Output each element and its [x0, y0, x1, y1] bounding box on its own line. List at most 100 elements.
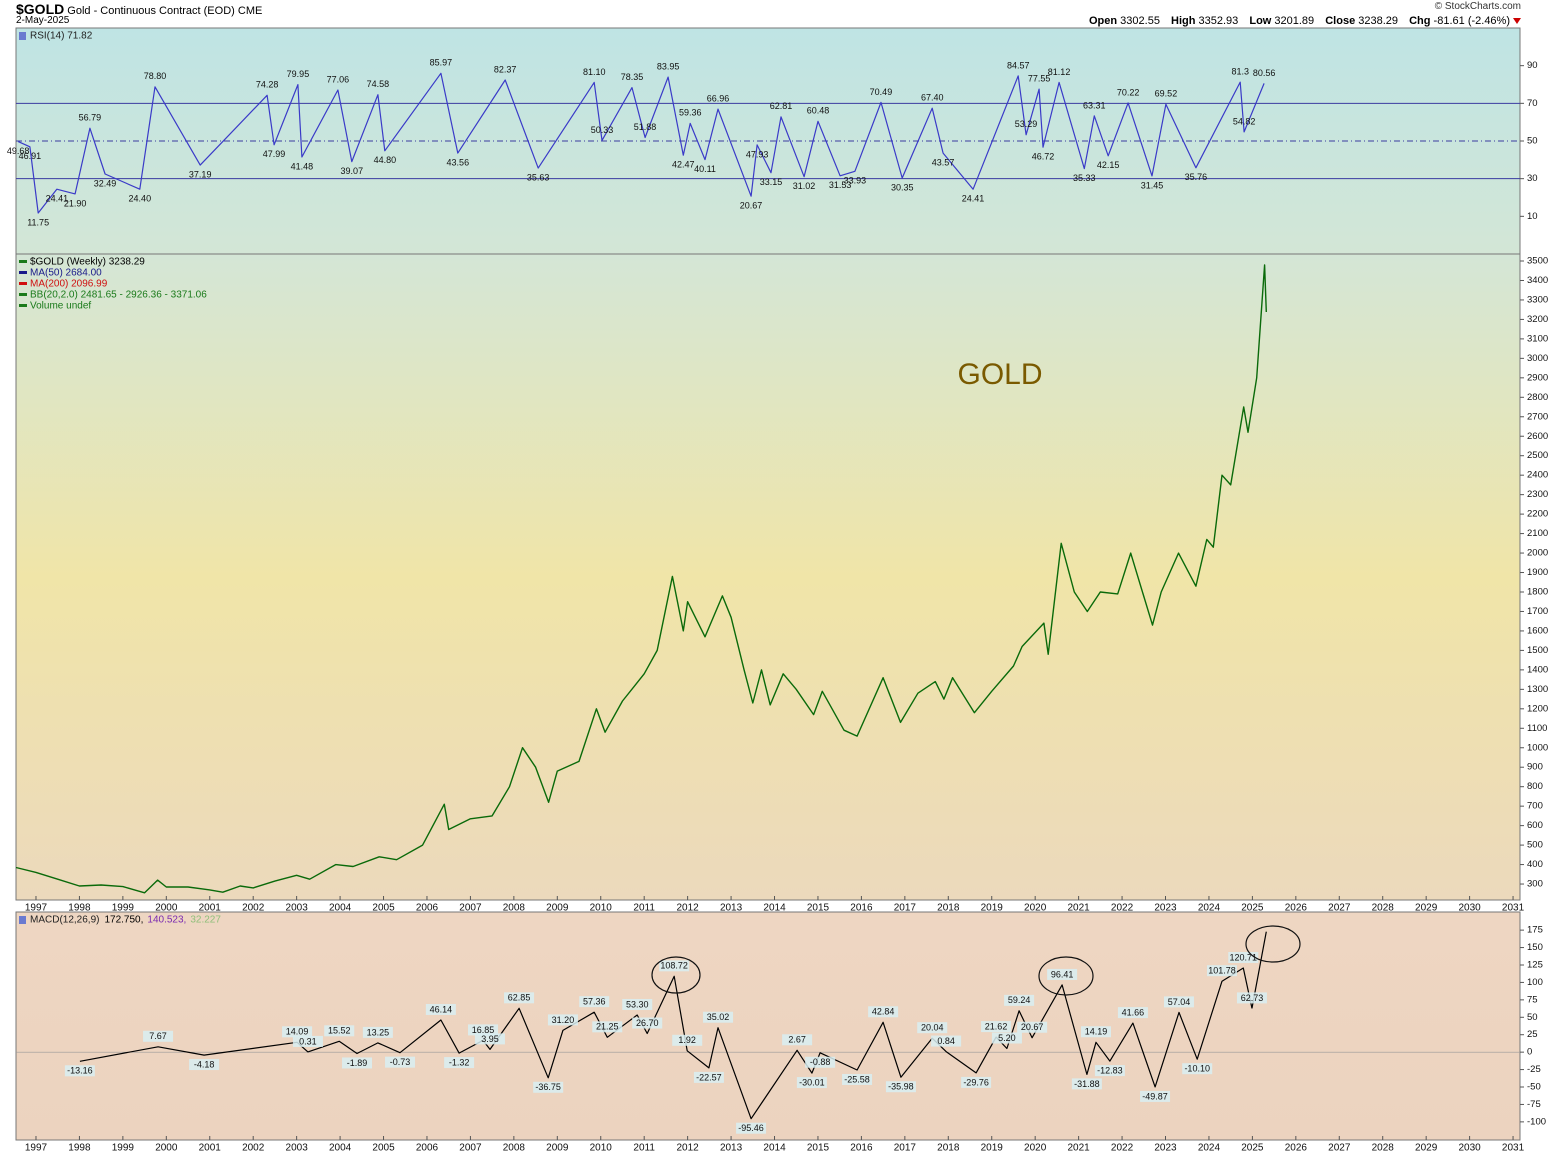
- y-tick-label: 1700: [1527, 606, 1548, 617]
- x-tick-label: 2025: [1241, 903, 1264, 914]
- y-tick-label: -75: [1527, 1099, 1541, 1110]
- panel-background: [15, 253, 1521, 901]
- data-label-bg: [842, 1073, 873, 1085]
- down-arrow: [1513, 18, 1521, 24]
- data-label-bg: [504, 992, 535, 1004]
- data-label-bg: [324, 1025, 355, 1037]
- x-tick-label: 2003: [286, 903, 309, 914]
- y-tick-label: 1100: [1527, 723, 1547, 734]
- credit: © StockCharts.com: [1434, 1, 1521, 12]
- x-tick-label: 2021: [1067, 903, 1090, 914]
- x-tick-label: 2022: [1111, 903, 1134, 914]
- data-label-bg: [659, 960, 690, 972]
- y-tick-label: 2100: [1527, 528, 1548, 539]
- legend-label: MA(200) 2096.99: [30, 279, 108, 290]
- data-label-bg: [1163, 996, 1194, 1008]
- data-label: 20.67: [740, 201, 763, 211]
- x-tick-label: 2011: [633, 903, 655, 914]
- y-tick-label: 25: [1527, 1029, 1538, 1040]
- y-tick-label: -25: [1527, 1064, 1541, 1075]
- legend-swatch: [19, 282, 27, 285]
- data-label: 57.04: [1168, 997, 1191, 1007]
- x-tick-label: 2000: [155, 1143, 178, 1154]
- data-label-bg: [736, 1122, 767, 1134]
- header: $GOLD Gold - Continuous Contract (EOD) C…: [0, 0, 1565, 28]
- y-tick-label: 1900: [1527, 567, 1548, 578]
- y-tick-label: 1800: [1527, 587, 1548, 598]
- data-label-bg: [579, 996, 610, 1008]
- legend-label: $GOLD (Weekly) 3238.29: [30, 257, 145, 268]
- data-label-bg: [468, 1024, 499, 1036]
- data-label: 77.06: [327, 74, 350, 84]
- data-label-bg: [672, 1034, 703, 1046]
- data-label: 31.02: [793, 181, 816, 191]
- x-tick-label: 2020: [1024, 903, 1047, 914]
- data-label: 35.63: [527, 172, 550, 182]
- data-label: 81.10: [583, 67, 606, 77]
- x-tick-label: 2028: [1372, 903, 1395, 914]
- data-label: 41.48: [291, 161, 314, 171]
- data-label: 44.80: [374, 155, 397, 165]
- y-tick-label: -50: [1527, 1082, 1541, 1093]
- x-tick-label: 2031: [1502, 903, 1525, 914]
- data-label: 21.90: [64, 198, 87, 208]
- data-label: -22.57: [696, 1072, 722, 1082]
- data-label: 30.35: [891, 182, 914, 192]
- data-label: 31.45: [1141, 180, 1164, 190]
- legend-swatch: [19, 271, 27, 274]
- y-tick-label: 2700: [1527, 411, 1548, 422]
- series-line: [79, 967, 1253, 1120]
- data-label-bg: [1117, 1007, 1148, 1019]
- data-label: -29.76: [963, 1077, 989, 1087]
- x-tick-label: 2012: [677, 1143, 700, 1154]
- data-label: 24.40: [129, 194, 152, 204]
- x-tick-label: 2005: [372, 903, 395, 914]
- y-tick-label: 150: [1527, 942, 1543, 953]
- data-label: 20.67: [1021, 1022, 1044, 1032]
- x-tick-label: 2016: [850, 1143, 873, 1154]
- data-label: 62.85: [508, 993, 531, 1003]
- data-label: 67.40: [921, 93, 944, 103]
- y-tick-label: 100: [1527, 977, 1543, 988]
- data-label: 53.29: [1015, 119, 1038, 129]
- data-label: -31.88: [1074, 1079, 1100, 1089]
- data-label-bg: [1228, 951, 1259, 963]
- readout: 32.227: [190, 915, 221, 926]
- readout: 172.750,: [104, 915, 143, 926]
- data-label: 108.72: [660, 961, 688, 971]
- data-label-bg: [1140, 1090, 1171, 1102]
- x-tick-label: 2019: [981, 1143, 1004, 1154]
- data-label: 81.12: [1048, 67, 1071, 77]
- data-label: 62.73: [1241, 993, 1264, 1003]
- data-label: -36.75: [535, 1082, 561, 1092]
- data-label: 42.84: [872, 1007, 895, 1017]
- data-label: 13.25: [367, 1027, 390, 1037]
- y-tick-label: 175: [1527, 925, 1543, 936]
- quote-label: Chg: [1409, 15, 1431, 27]
- data-label: 79.95: [287, 69, 310, 79]
- x-tick-label: 1999: [112, 903, 135, 914]
- y-tick-label: 3000: [1527, 353, 1548, 364]
- data-label: 0.84: [937, 1036, 955, 1046]
- data-label-bg: [622, 998, 653, 1010]
- title-line: $GOLD Gold - Continuous Contract (EOD) C…: [16, 1, 262, 17]
- y-tick-label: 3500: [1527, 256, 1548, 267]
- x-tick-label: 2031: [1502, 1143, 1525, 1154]
- x-tick-label: 2023: [1154, 1143, 1177, 1154]
- data-label: 57.36: [583, 997, 606, 1007]
- x-tick-label: 2029: [1415, 1143, 1438, 1154]
- data-label: 24.41: [962, 194, 985, 204]
- data-label-bg: [1047, 968, 1078, 980]
- panel-title: MACD(12,26,9): [30, 915, 99, 926]
- data-label-bg: [1071, 1078, 1102, 1090]
- y-tick-label: 75: [1527, 994, 1538, 1005]
- x-tick-label: 2011: [633, 1143, 655, 1154]
- data-label: 42.47: [672, 160, 695, 170]
- data-label: -13.16: [67, 1066, 93, 1076]
- x-tick-label: 2004: [329, 1143, 352, 1154]
- x-tick-label: 1997: [25, 1143, 48, 1154]
- legend-label: BB(20,2.0) 2481.65 - 2926.36 - 3371.06: [30, 290, 207, 301]
- data-label: 0.31: [299, 1036, 317, 1046]
- data-label: 37.19: [189, 170, 212, 180]
- y-tick-label: -100: [1527, 1116, 1546, 1127]
